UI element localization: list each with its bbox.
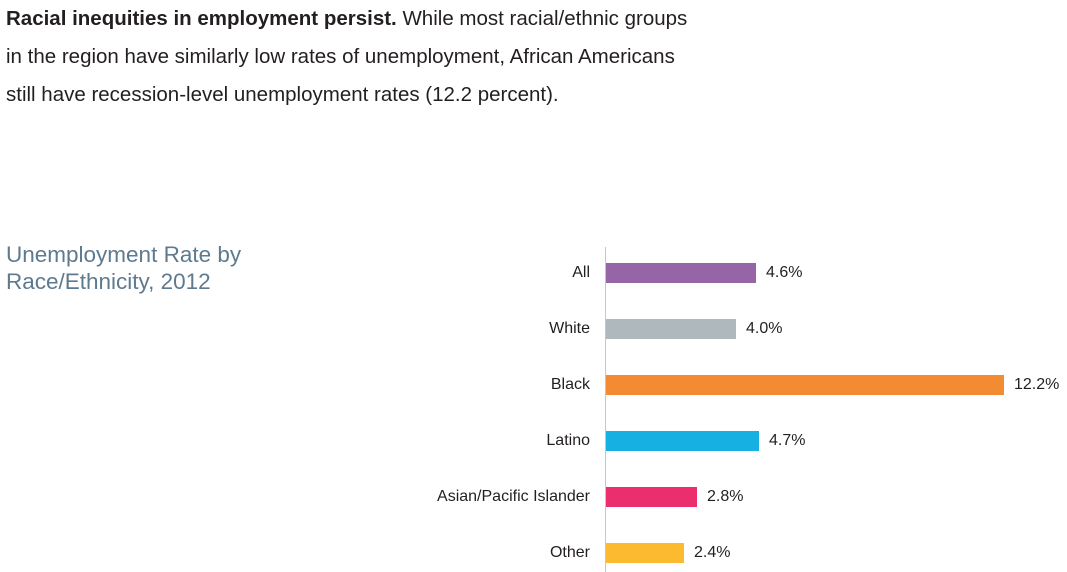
bar <box>606 543 684 563</box>
header-paragraph: Racial inequities in employment persist.… <box>6 0 696 114</box>
chart-title-line1: Unemployment Rate by <box>6 242 242 267</box>
value-label: 2.8% <box>707 488 744 505</box>
category-label: Other <box>549 544 590 561</box>
value-label: 4.7% <box>769 432 806 449</box>
category-label: White <box>549 320 590 337</box>
bar-row-black: Black 12.2% <box>0 375 1067 395</box>
category-label: Black <box>550 376 590 393</box>
bar-row-other: Other 2.4% <box>0 543 1067 563</box>
bar <box>606 375 1004 395</box>
header-body-text: While most racial/ethnic groups in the r… <box>6 7 688 106</box>
category-label: All <box>572 264 590 281</box>
value-label: 4.0% <box>746 320 783 337</box>
chart-title: Unemployment Rate by Race/Ethnicity, 201… <box>6 241 241 295</box>
bar-row-asian-pacific-islander: Asian/Pacific Islander 2.8% <box>0 487 1067 507</box>
header-bold-text: Racial inequities in employment persist. <box>6 7 397 30</box>
value-label: 2.4% <box>694 544 731 561</box>
bar <box>606 263 756 283</box>
bar <box>606 487 697 507</box>
value-label: 12.2% <box>1014 376 1060 393</box>
bar-row-all: All 4.6% <box>0 263 1067 283</box>
bar-row-white: White 4.0% <box>0 319 1067 339</box>
category-label: Asian/Pacific Islander <box>437 488 590 505</box>
chart-title-line2: Race/Ethnicity, 2012 <box>6 269 211 294</box>
bar <box>606 431 759 451</box>
axis-line <box>605 247 606 572</box>
category-label: Latino <box>546 432 590 449</box>
bar <box>606 319 736 339</box>
value-label: 4.6% <box>766 264 803 281</box>
bar-row-latino: Latino 4.7% <box>0 431 1067 451</box>
